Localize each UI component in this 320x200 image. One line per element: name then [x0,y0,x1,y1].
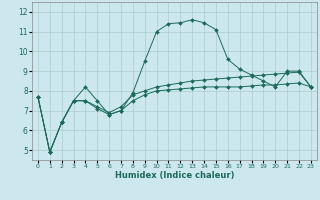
X-axis label: Humidex (Indice chaleur): Humidex (Indice chaleur) [115,171,234,180]
